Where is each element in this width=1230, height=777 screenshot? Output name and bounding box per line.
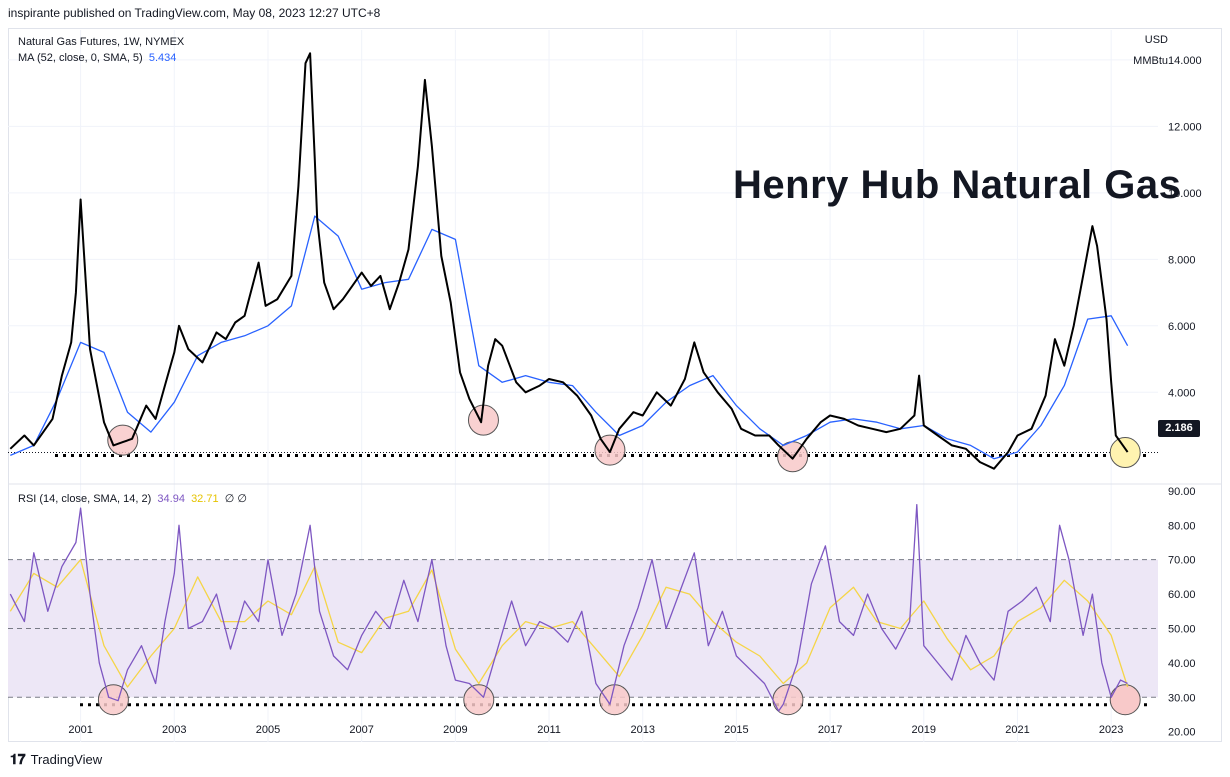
rsi-extra: ∅ ∅ — [224, 493, 247, 505]
rsi-tick-label: 80.00 — [1168, 520, 1196, 532]
last-price-tag: 2.186 — [1158, 420, 1200, 437]
x-tick-label: 2003 — [162, 724, 186, 736]
currency-label: USD — [1144, 34, 1168, 46]
rsi-tick-label: 70.00 — [1168, 555, 1196, 567]
rsi-value: 34.94 — [157, 493, 185, 505]
x-tick-label: 2007 — [349, 724, 373, 736]
rsi-tick-label: 30.00 — [1168, 692, 1196, 704]
rsi-tick-label: 20.00 — [1168, 727, 1196, 739]
price-low-marker — [777, 441, 809, 473]
rsi-legend: RSI (14, close, SMA, 14, 2) 34.94 32.71 … — [18, 491, 247, 507]
ma-legend: MA (52, close, 0, SMA, 5) 5.434 — [18, 50, 184, 66]
ma-label: MA (52, close, 0, SMA, 5) — [18, 52, 143, 64]
price-tick-label: 14.000 — [1168, 55, 1202, 67]
x-tick-label: 2019 — [912, 724, 936, 736]
rsi-ma-value: 32.71 — [191, 493, 219, 505]
unit-label: MMBtu — [1133, 55, 1168, 67]
rsi-tick-label: 60.00 — [1168, 589, 1196, 601]
rsi-low-marker — [463, 684, 495, 716]
rsi-current-marker — [1109, 684, 1141, 716]
price-tick-label: 4.000 — [1168, 387, 1196, 399]
tradingview-logo-icon: 𝟏𝟕 — [10, 751, 26, 767]
x-tick-label: 2009 — [443, 724, 467, 736]
rsi-tick-label: 40.00 — [1168, 658, 1196, 670]
ma-value: 5.434 — [148, 52, 177, 64]
price-tick-label: 10.000 — [1168, 188, 1202, 200]
price-legend: Natural Gas Futures, 1W, NYMEX MA (52, c… — [18, 34, 184, 66]
price-low-marker — [107, 424, 139, 456]
x-tick-label: 2011 — [537, 724, 561, 736]
x-tick-label: 2001 — [68, 724, 92, 736]
x-tick-label: 2021 — [1005, 724, 1029, 736]
x-tick-label: 2013 — [630, 724, 654, 736]
price-tick-label: 8.000 — [1168, 254, 1196, 266]
x-tick-label: 2015 — [724, 724, 748, 736]
rsi-low-marker — [599, 684, 631, 716]
price-current-marker — [1109, 437, 1141, 469]
price-line — [9, 52, 1129, 470]
rsi-tick-label: 90.00 — [1168, 486, 1196, 498]
chart-frame — [8, 28, 1222, 742]
price-tick-label: 6.000 — [1168, 321, 1196, 333]
annotation-title: Henry Hub Natural Gas — [733, 163, 1182, 207]
x-tick-label: 2023 — [1099, 724, 1123, 736]
rsi-line — [9, 503, 1128, 712]
rsi-low-marker — [97, 684, 129, 716]
footer-brand-label: TradingView — [30, 752, 103, 767]
symbol-title: Natural Gas Futures, 1W, NYMEX — [18, 36, 185, 48]
rsi-ma-line — [9, 559, 1129, 688]
publisher-text: inspirante published on TradingView.com,… — [8, 6, 381, 20]
x-tick-label: 2017 — [818, 724, 842, 736]
rsi-tick-label: 50.00 — [1168, 623, 1196, 635]
ma-line — [10, 215, 1129, 460]
rsi-label: RSI (14, close, SMA, 14, 2) — [18, 493, 152, 505]
price-tick-label: 12.000 — [1168, 121, 1202, 133]
x-tick-label: 2005 — [256, 724, 280, 736]
footer-brand[interactable]: 𝟏𝟕 TradingView — [10, 751, 102, 768]
